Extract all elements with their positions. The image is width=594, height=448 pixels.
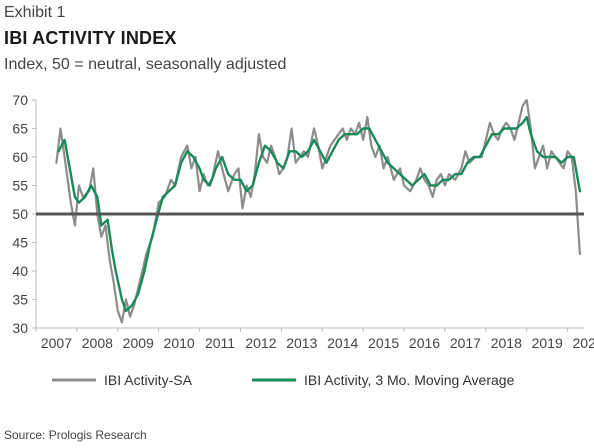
x-tick-label: 2010 (164, 335, 195, 351)
exhibit-label: Exhibit 1 (4, 4, 66, 21)
line-chart: 30 35 40 45 50 55 60 65 70 2007 2008 2009 2010 2011 20… (12, 92, 594, 388)
legend: IBI Activity-SA IBI Activity, 3 Mo. Movin… (52, 372, 515, 388)
y-tick-label: 60 (12, 149, 28, 165)
x-tick-label: 2011 (205, 335, 235, 351)
series-line-3mo-moving-average (57, 115, 582, 313)
source-note: Source: Prologis Research (4, 428, 147, 442)
x-tick-label: 2009 (123, 335, 154, 351)
y-tick-label: 70 (12, 92, 28, 108)
x-tick-label: 2007 (41, 335, 72, 351)
x-tick-label: 2014 (327, 335, 358, 351)
y-tick-label: 50 (12, 206, 28, 222)
x-tick-label: 2012 (245, 335, 276, 351)
series-line-ibi-activity-sa (55, 98, 581, 324)
x-tick-label: 2019 (532, 335, 563, 351)
legend-item-3mo-moving-average-label: IBI Activity, 3 Mo. Moving Average (304, 372, 515, 388)
x-tick-label: 2017 (450, 335, 481, 351)
chart-title: IBI ACTIVITY INDEX (4, 28, 177, 48)
x-tick-label: 2020 (573, 335, 594, 351)
axes: 30 35 40 45 50 55 60 65 70 2007 2008 2009 2010 2011 20… (12, 92, 594, 351)
y-tick-label: 65 (12, 121, 28, 137)
chart-subtitle: Index, 50 = neutral, seasonally adjusted (4, 56, 287, 73)
y-tick-label: 45 (12, 235, 28, 251)
x-tick-label: 2013 (286, 335, 317, 351)
series-lines (55, 98, 582, 324)
y-tick-label: 55 (12, 178, 28, 194)
y-tick-label: 40 (12, 263, 28, 279)
legend-item-ibi-activity-sa-label: IBI Activity-SA (104, 372, 193, 388)
x-tick-label: 2016 (409, 335, 440, 351)
y-tick-label: 35 (12, 292, 28, 308)
y-tick-label: 30 (12, 320, 28, 336)
x-tick-label: 2015 (368, 335, 399, 351)
x-tick-label: 2008 (82, 335, 113, 351)
x-tick-label: 2018 (491, 335, 522, 351)
